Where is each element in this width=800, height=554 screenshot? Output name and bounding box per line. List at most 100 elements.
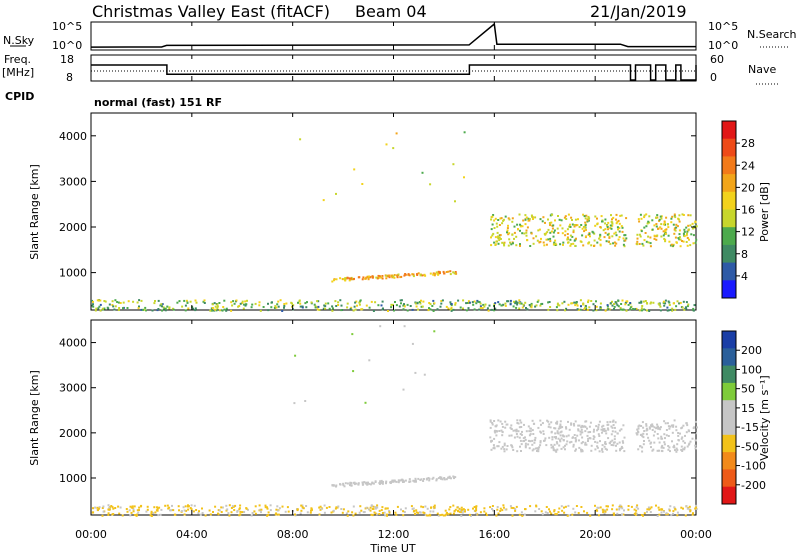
heatmap-cell xyxy=(184,309,187,312)
heatmap-cell xyxy=(516,422,519,424)
heatmap-cell xyxy=(128,509,131,512)
heatmap-cell xyxy=(316,306,319,309)
cpid-label: CPID xyxy=(5,90,34,103)
heatmap-cell xyxy=(399,276,402,279)
heatmap-cell xyxy=(617,219,620,222)
heatmap-cell xyxy=(493,309,496,312)
heatmap-cell xyxy=(694,221,697,224)
heatmap-cell xyxy=(633,513,636,515)
heatmap-cell xyxy=(584,217,587,220)
heatmap-cell xyxy=(553,229,556,232)
heatmap-cell xyxy=(683,446,686,449)
heatmap-cell xyxy=(538,446,541,449)
heatmap-cell xyxy=(450,308,453,311)
heatmap-cell xyxy=(440,477,442,480)
heatmap-cell xyxy=(228,504,231,507)
heatmap-cell xyxy=(435,478,438,481)
heatmap-cell xyxy=(655,238,658,241)
heatmap-cell xyxy=(347,510,350,513)
colorbar-segment xyxy=(722,227,736,246)
heatmap-cell xyxy=(584,443,587,446)
heatmap-cell xyxy=(473,506,476,508)
heatmap-cell xyxy=(695,504,698,507)
heatmap-cell xyxy=(101,514,104,517)
heatmap-cell xyxy=(244,300,247,303)
heatmap-cell xyxy=(635,509,638,512)
heatmap-cell xyxy=(572,443,575,446)
heatmap-cell xyxy=(656,449,659,452)
heatmap-cell xyxy=(597,514,600,517)
heatmap-cell xyxy=(611,430,614,433)
heatmap-cell xyxy=(573,224,576,226)
heatmap-cell xyxy=(530,304,533,307)
heatmap-cell xyxy=(642,426,645,429)
heatmap-cell xyxy=(527,443,530,446)
heatmap-cell xyxy=(662,223,665,226)
heatmap-cell xyxy=(551,436,554,439)
heatmap-cell xyxy=(291,305,293,308)
heatmap-cell xyxy=(604,218,607,221)
heatmap-cell xyxy=(637,427,640,430)
heatmap-cell xyxy=(602,511,605,514)
heatmap-cell xyxy=(672,223,675,226)
heatmap-cell xyxy=(253,510,256,513)
heatmap-cell xyxy=(138,299,141,302)
heatmap-cell xyxy=(617,228,619,231)
heatmap-cell xyxy=(613,426,616,429)
heatmap-cell xyxy=(606,448,608,451)
heatmap-cell xyxy=(662,234,665,237)
heatmap-cell xyxy=(244,304,247,307)
heatmap-cell xyxy=(297,301,299,304)
heatmap-cell xyxy=(231,304,234,307)
heatmap-cell xyxy=(665,216,668,219)
heatmap-cell xyxy=(475,505,478,508)
heatmap-cell xyxy=(323,504,326,507)
heatmap-cell xyxy=(559,423,562,426)
heatmap-cell xyxy=(489,419,492,422)
heatmap-cell xyxy=(515,306,518,309)
heatmap-cell xyxy=(674,308,677,311)
heatmap-cell xyxy=(571,436,574,439)
heatmap-cell xyxy=(519,445,521,448)
heatmap-cell xyxy=(501,422,504,425)
heatmap-cell xyxy=(164,309,167,312)
heatmap-cell xyxy=(505,448,508,451)
heatmap-cell xyxy=(684,514,687,517)
heatmap-cell xyxy=(515,235,518,238)
heatmap-cell xyxy=(426,507,429,510)
freq-left-tick-top: 18 xyxy=(60,53,74,66)
heatmap-cell xyxy=(279,299,282,302)
heatmap-cell xyxy=(573,225,576,228)
heatmap-cell xyxy=(368,482,371,485)
heatmap-cell xyxy=(435,271,438,274)
heatmap-cell xyxy=(129,505,132,508)
heatmap-cell xyxy=(683,235,686,238)
heatmap-cell xyxy=(492,509,495,512)
heatmap-cell xyxy=(394,511,397,514)
heatmap-cell xyxy=(580,305,582,308)
heatmap-cell xyxy=(445,512,448,514)
heatmap-cell xyxy=(520,443,523,446)
heatmap-cell xyxy=(531,443,534,446)
heatmap-cell xyxy=(332,307,334,310)
heatmap-cell xyxy=(108,506,111,509)
heatmap-cell xyxy=(560,219,563,222)
heatmap-cell xyxy=(302,507,305,510)
heatmap-cell xyxy=(553,509,556,512)
heatmap-cell xyxy=(673,444,676,447)
heatmap-cell xyxy=(103,307,106,310)
heatmap-cell xyxy=(364,482,367,485)
heatmap-cell xyxy=(660,217,663,220)
heatmap-cell xyxy=(561,227,564,230)
heatmap-cell xyxy=(559,434,562,437)
heatmap-cell xyxy=(518,307,521,310)
heatmap-cell xyxy=(674,216,677,219)
heatmap-cell xyxy=(385,277,388,280)
heatmap-cell xyxy=(616,432,619,435)
heatmap-cell xyxy=(192,510,195,513)
heatmap-cell xyxy=(620,303,623,305)
heatmap-cell xyxy=(685,431,688,434)
heatmap-cell xyxy=(662,300,665,303)
heatmap-cell xyxy=(647,436,650,439)
heatmap-cell xyxy=(617,305,620,308)
